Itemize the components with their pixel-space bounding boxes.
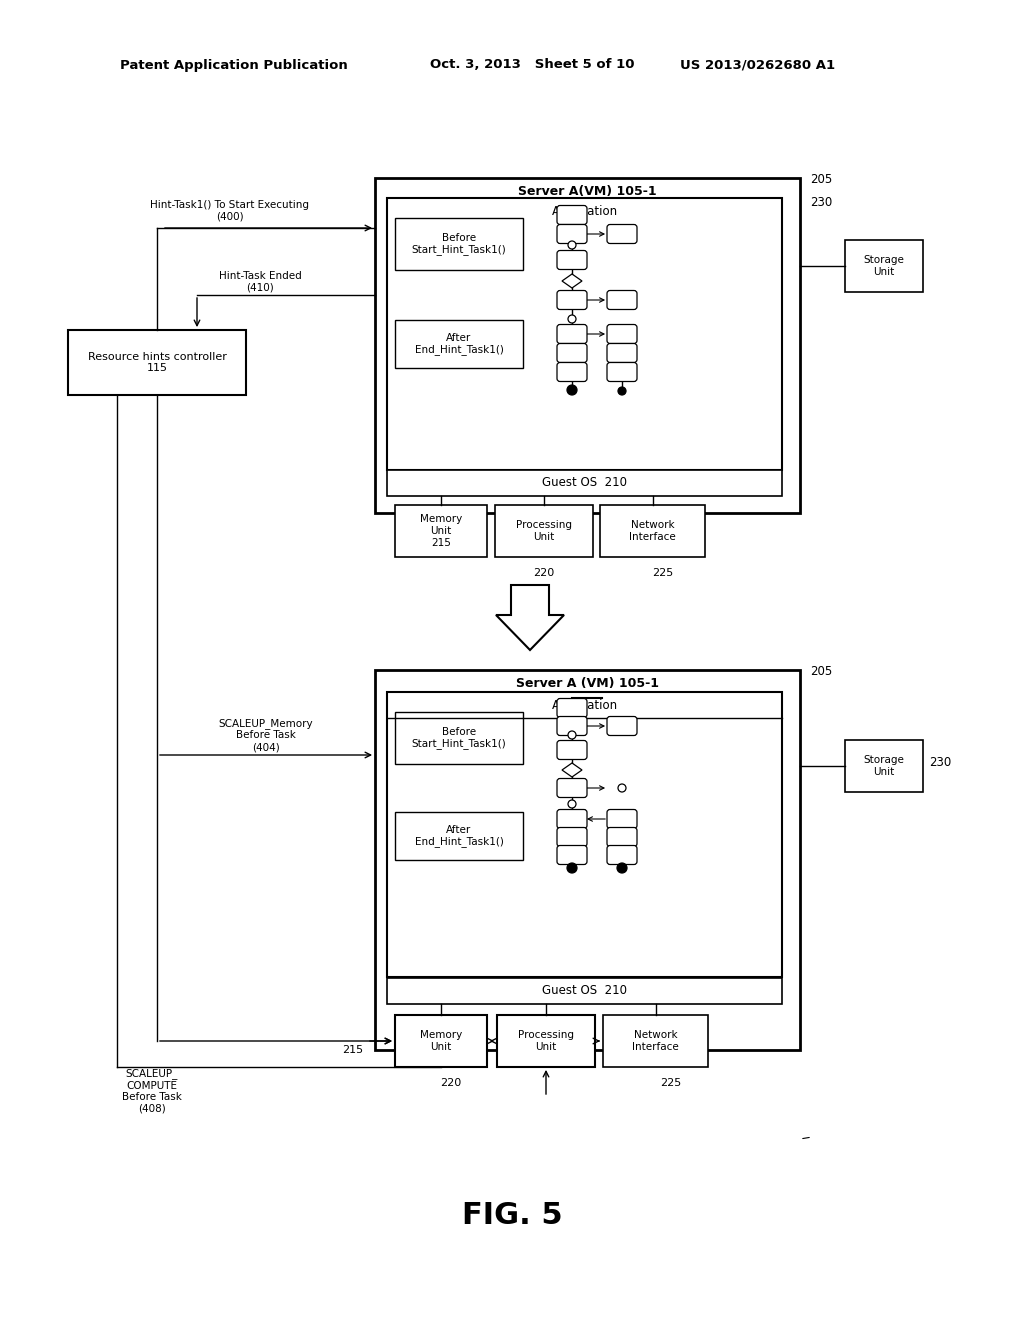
Text: Network
Interface: Network Interface	[629, 520, 676, 541]
FancyBboxPatch shape	[607, 290, 637, 309]
Bar	[387, 978, 782, 1005]
FancyBboxPatch shape	[557, 828, 587, 846]
Bar	[395, 812, 523, 861]
Bar	[395, 319, 523, 368]
FancyBboxPatch shape	[557, 343, 587, 363]
Text: Guest OS  210: Guest OS 210	[542, 985, 627, 998]
Bar	[495, 506, 593, 557]
FancyBboxPatch shape	[557, 206, 587, 224]
FancyBboxPatch shape	[557, 741, 587, 759]
Text: SCALEUP_Memory
Before Task
(404): SCALEUP_Memory Before Task (404)	[219, 718, 313, 752]
Bar	[395, 506, 487, 557]
Circle shape	[568, 315, 575, 323]
Circle shape	[567, 385, 577, 395]
FancyBboxPatch shape	[557, 251, 587, 269]
Bar	[497, 1015, 595, 1067]
FancyBboxPatch shape	[557, 717, 587, 735]
Bar	[395, 1015, 487, 1067]
Text: Processing
Unit: Processing Unit	[518, 1030, 574, 1052]
Bar	[845, 240, 923, 292]
Circle shape	[617, 863, 627, 873]
FancyBboxPatch shape	[607, 363, 637, 381]
FancyBboxPatch shape	[607, 343, 637, 363]
Text: Storage
Unit: Storage Unit	[863, 255, 904, 277]
Text: 225: 225	[652, 568, 673, 578]
Bar	[845, 741, 923, 792]
Bar	[600, 506, 705, 557]
Bar	[387, 198, 782, 470]
Polygon shape	[562, 275, 582, 288]
Circle shape	[568, 731, 575, 739]
Text: After
End_Hint_Task1(): After End_Hint_Task1()	[415, 333, 504, 355]
Text: 205: 205	[810, 173, 833, 186]
Text: Before
Start_Hint_Task1(): Before Start_Hint_Task1()	[412, 727, 507, 750]
Bar	[603, 1015, 708, 1067]
Polygon shape	[562, 763, 582, 777]
FancyBboxPatch shape	[607, 846, 637, 865]
Circle shape	[618, 784, 626, 792]
Text: 220: 220	[440, 1078, 462, 1088]
Text: Storage
Unit: Storage Unit	[863, 755, 904, 776]
Text: Memory
Unit: Memory Unit	[420, 1030, 462, 1052]
FancyBboxPatch shape	[557, 224, 587, 243]
FancyBboxPatch shape	[557, 325, 587, 343]
Circle shape	[618, 387, 626, 395]
Text: Processing
Unit: Processing Unit	[516, 520, 572, 541]
Text: 215: 215	[342, 1045, 362, 1055]
Text: Hint-Task Ended
(410): Hint-Task Ended (410)	[219, 271, 301, 293]
Text: FIG. 5: FIG. 5	[462, 1200, 562, 1229]
Text: Server A(VM) 105-1: Server A(VM) 105-1	[518, 186, 656, 198]
Bar	[387, 692, 782, 977]
Text: Application: Application	[552, 205, 617, 218]
Circle shape	[567, 863, 577, 873]
FancyBboxPatch shape	[557, 846, 587, 865]
Text: Hint-Task1() To Start Executing
(400): Hint-Task1() To Start Executing (400)	[151, 201, 309, 222]
Text: After
End_Hint_Task1(): After End_Hint_Task1()	[415, 825, 504, 847]
Text: Server A (VM) 105-1: Server A (VM) 105-1	[516, 677, 659, 690]
Text: Guest OS  210: Guest OS 210	[542, 477, 627, 490]
Bar	[375, 178, 800, 513]
FancyBboxPatch shape	[557, 698, 587, 718]
Circle shape	[568, 800, 575, 808]
FancyBboxPatch shape	[607, 809, 637, 829]
Circle shape	[568, 242, 575, 249]
Text: SCALEUP_
COMPUTE
Before Task
(408): SCALEUP_ COMPUTE Before Task (408)	[122, 1068, 182, 1114]
Text: 230: 230	[929, 756, 951, 770]
Text: 230: 230	[810, 195, 833, 209]
Bar	[375, 671, 800, 1049]
Bar	[68, 330, 246, 395]
FancyBboxPatch shape	[557, 290, 587, 309]
FancyBboxPatch shape	[607, 325, 637, 343]
Text: 225: 225	[659, 1078, 681, 1088]
Text: Before
Start_Hint_Task1(): Before Start_Hint_Task1()	[412, 232, 507, 255]
FancyBboxPatch shape	[607, 224, 637, 243]
Text: Oct. 3, 2013   Sheet 5 of 10: Oct. 3, 2013 Sheet 5 of 10	[430, 58, 635, 71]
FancyBboxPatch shape	[557, 809, 587, 829]
Text: Network
Interface: Network Interface	[632, 1030, 679, 1052]
Text: US 2013/0262680 A1: US 2013/0262680 A1	[680, 58, 836, 71]
Text: Memory
Unit
215: Memory Unit 215	[420, 515, 462, 548]
Bar	[387, 470, 782, 496]
Text: Application: Application	[552, 698, 617, 711]
Polygon shape	[496, 585, 564, 649]
FancyBboxPatch shape	[607, 828, 637, 846]
Text: 205: 205	[810, 665, 833, 678]
Text: Resource hints controller
115: Resource hints controller 115	[88, 351, 226, 374]
Text: 220: 220	[534, 568, 555, 578]
FancyBboxPatch shape	[557, 779, 587, 797]
Bar	[395, 218, 523, 271]
FancyBboxPatch shape	[607, 717, 637, 735]
Bar	[395, 711, 523, 764]
Text: Patent Application Publication: Patent Application Publication	[120, 58, 348, 71]
FancyBboxPatch shape	[557, 363, 587, 381]
